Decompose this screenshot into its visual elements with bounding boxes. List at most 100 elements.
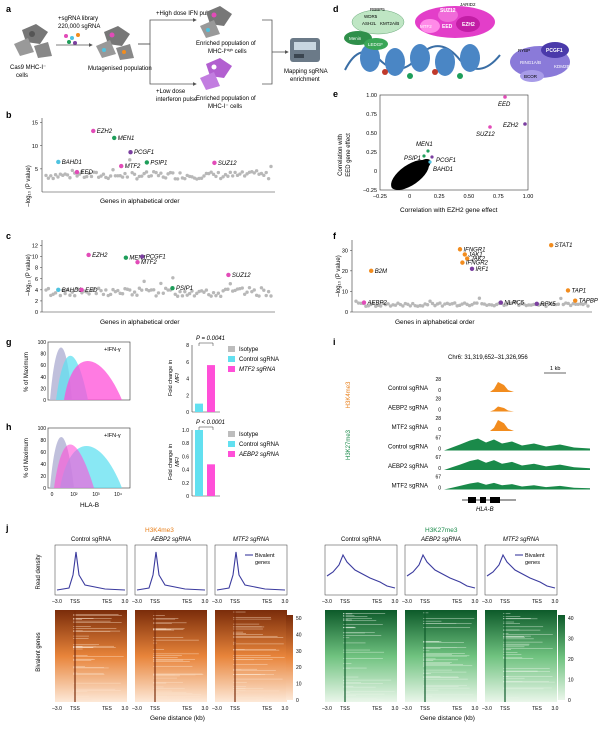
c-bg-point — [154, 294, 158, 298]
c-bg-point — [202, 290, 206, 294]
e-label-ezh2: EZH2 — [503, 123, 519, 129]
cells-label-1: Cas9 MHC-I⁻ — [10, 65, 46, 71]
c-bg-point — [137, 286, 142, 290]
c-bg-point — [53, 291, 58, 295]
f-bg-point — [475, 301, 479, 305]
label-eed: EED — [442, 24, 453, 30]
h-legend: Isotype Control sgRNA AEBP2 sgRNA — [228, 431, 279, 458]
j-profile-xtick: –3.0 — [132, 599, 142, 605]
f-bg-point — [544, 304, 548, 308]
b-hit-label: SUZ12 — [218, 161, 237, 167]
j-profile-xtick: 3.0 — [472, 599, 479, 605]
b-bg-point — [53, 172, 58, 177]
j-heat-xtick: –3.0 — [212, 706, 222, 712]
c-hit-point — [56, 287, 61, 293]
b-hit-label: EZH2 — [97, 129, 113, 135]
f-hit-point — [465, 256, 470, 261]
e-xtick-label: –0.25 — [373, 194, 387, 200]
c-bg-point — [257, 294, 261, 298]
f-bg-point — [527, 303, 531, 307]
j-heat-xtick: TES — [532, 706, 542, 712]
b-bg-point — [211, 172, 216, 177]
b-bg-point — [111, 168, 115, 172]
panel-letter-e: e — [333, 89, 338, 99]
j-profile-xtick: –3.0 — [402, 599, 412, 605]
g-legend-swatch — [228, 366, 235, 372]
panel-letter-f: f — [333, 231, 337, 241]
j-legend-label: Bivalent — [525, 553, 545, 559]
c-bg-point — [63, 291, 67, 296]
j-profile-xtick: TES — [102, 599, 112, 605]
b-bg-point — [149, 174, 154, 178]
b-bg-point — [238, 172, 242, 176]
j-profile-xtick: –3.0 — [52, 599, 62, 605]
cas9-cells-icon — [14, 24, 52, 58]
e-xtick-label: 1.00 — [523, 194, 534, 200]
j-colorbar-tick: 30 — [568, 637, 574, 643]
j-heat-xtick: TES — [102, 706, 112, 712]
label-kdm2b: KDM2B — [554, 64, 570, 69]
c-bg-point — [104, 288, 108, 292]
g-ytick-label: 40 — [40, 375, 46, 381]
c-bg-point — [156, 291, 161, 295]
c-ytick-label: 10 — [32, 255, 38, 261]
f-ytick-label: 30 — [342, 248, 348, 254]
j-title-k4: H3K4me3 — [145, 527, 174, 534]
c-bg-point — [108, 292, 113, 297]
i-mark-k4: H3K4me3 — [346, 381, 352, 408]
c-hit-point — [226, 272, 231, 278]
b-bg-point — [70, 168, 75, 173]
g-legend-label: Control sgRNA — [239, 357, 279, 363]
h-pvalue: P < 0.0001 — [196, 420, 225, 426]
g-legend-swatch — [228, 346, 235, 352]
f-hit-label: AEBP2 — [367, 301, 388, 307]
f-bg-point — [472, 301, 477, 305]
j-profile-line — [56, 551, 126, 591]
b-bg-point — [108, 174, 113, 178]
e-label-men1: MEN1 — [416, 142, 433, 148]
j-profile-xtick: 3.0 — [122, 599, 129, 605]
b-bg-point — [44, 173, 48, 178]
c-bg-point — [195, 291, 199, 296]
g-bar-ytick-label: 0 — [186, 410, 189, 416]
j-colorbar — [286, 615, 293, 700]
c-bg-point — [192, 294, 197, 298]
c-bg-point — [58, 293, 63, 298]
c-bg-point — [68, 293, 72, 297]
h-xlabel: HLA-B — [80, 502, 99, 509]
arrow-high-dose — [138, 18, 197, 45]
j-colorbar-tick: 30 — [296, 649, 302, 655]
f-hit-point — [469, 266, 475, 271]
f-hit-point — [457, 247, 463, 252]
label-ledgf: LEDGF — [368, 42, 383, 47]
b-bg-point — [87, 171, 91, 176]
f-bg-point — [440, 304, 445, 308]
c-hit-point — [86, 252, 91, 258]
panel-f: f –log₁₀ (P value) Genes in alphabetical… — [333, 231, 598, 326]
h-bar-ytick-label: 0.6 — [182, 454, 189, 460]
c-bg-point — [96, 286, 101, 291]
panel-letter-h: h — [6, 422, 12, 432]
i-locus: Chr6: 31,319,652–31,326,956 — [448, 355, 528, 361]
c-bg-point — [226, 287, 230, 291]
j-panels: Control sgRNA –3.0 –3.0 TSS TSS TES TES 3.0 3.0 A… — [52, 537, 574, 712]
sequencer-icon — [290, 38, 320, 62]
b-hit-point — [56, 159, 61, 165]
j-heat-xtick: –3.0 — [402, 706, 412, 712]
b-ytick-label: 10 — [32, 144, 38, 150]
f-bg-point — [522, 302, 526, 306]
h-xtick-label: 10³ — [92, 492, 100, 498]
sgrna-library-icon — [64, 33, 80, 45]
h-xtick-label: 0 — [51, 492, 54, 498]
f-bg-point — [507, 301, 511, 306]
j-colorbar-tick: 0 — [568, 698, 571, 704]
h-significance-bracket — [198, 426, 214, 430]
f-bg-point — [425, 303, 430, 307]
nucleosome-array-icon — [344, 44, 501, 76]
h-treatment: +IFN-γ — [104, 433, 121, 439]
i-track-signal — [444, 482, 590, 490]
f-bg-point — [566, 301, 570, 306]
e-ylabel-2: EED gene effect — [346, 133, 352, 177]
f-bg-point — [539, 302, 543, 306]
c-bg-point — [130, 293, 134, 297]
